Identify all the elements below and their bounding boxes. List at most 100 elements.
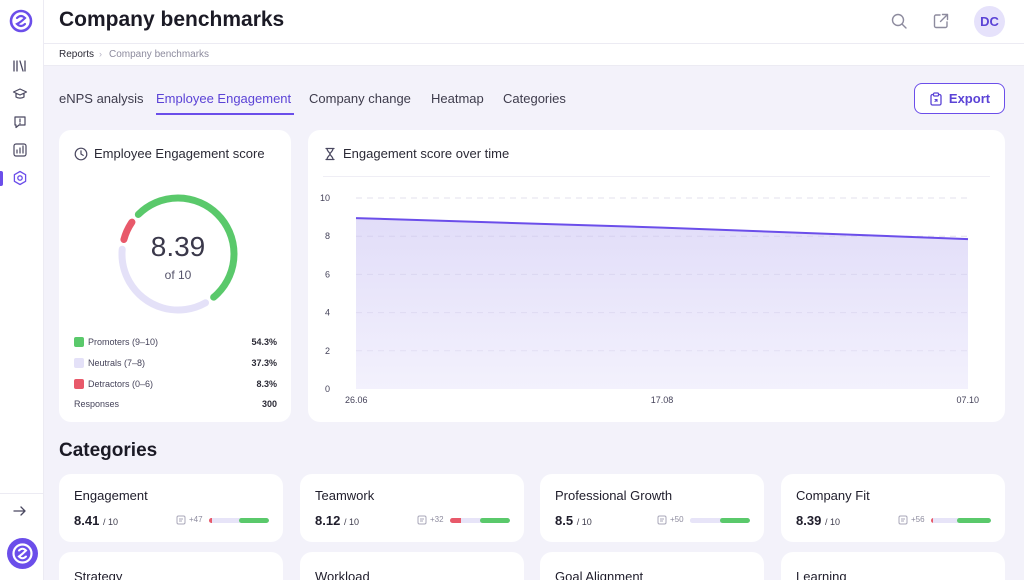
legend-promoters-label: Promoters (9–10) [88,337,159,347]
expand-arrow-icon[interactable] [12,503,28,519]
active-tab-underline [156,113,294,115]
category-name: Company Fit [796,488,870,503]
y-tick-label: 2 [325,346,330,356]
bar-segment-neutrals [460,518,480,523]
responses-icon [657,515,667,525]
category-score: 8.41 / 10 [74,513,118,528]
export-label: Export [948,91,991,106]
feedback-icon[interactable] [12,114,28,130]
breadcrumb-current: Company benchmarks [109,49,210,60]
app-logo-icon[interactable] [9,9,33,33]
category-score: 8.5 / 10 [555,513,592,528]
top-header: Company benchmarks DC [44,0,1024,44]
x-tick-label: 07.10 [956,395,979,405]
bar-segment-promoters [720,518,750,523]
x-tick-label: 26.06 [345,395,368,405]
bar-segment-detractors [209,518,212,523]
category-card-teamwork[interactable]: Teamwork 8.12 / 10 +32 [300,474,524,542]
category-score: 8.12 / 10 [315,513,359,528]
legend-neutrals-value: 37.3% [251,358,277,368]
benchmarks-icon[interactable] [12,170,28,186]
trend-card-divider [323,176,990,177]
gauge-neutrals-arc [118,194,238,314]
gauge-detractors-arc [118,194,238,314]
bar-segment-neutrals [933,518,958,523]
x-tick-label: 17.08 [651,395,674,405]
breadcrumb-reports[interactable]: Reports [59,49,95,60]
category-responses: +50 [670,515,684,524]
category-name: Engagement [74,488,148,503]
trend-card-title: Engagement score over time [343,146,510,161]
engagement-trend-chart: 10 8 6 4 2 0 26.06 17.08 07.10 [320,193,979,405]
sidebar [0,0,44,580]
y-tick-label: 10 [320,193,330,203]
category-score: 8.39 / 10 [796,513,840,528]
clipboard-export-icon [930,91,942,106]
tab-heatmap[interactable]: Heatmap [431,91,484,106]
category-distribution-bar [209,518,269,523]
sidebar-active-indicator [0,171,3,186]
legend-detractors-swatch [74,379,84,389]
categories-heading: Categories [59,440,158,461]
category-card-professional-growth[interactable]: Professional Growth 8.5 / 10 +50 [540,474,764,542]
y-tick-label: 4 [325,308,330,318]
breadcrumb: Reports › Company benchmarks [44,44,1024,66]
bar-segment-detractors [931,518,934,523]
legend-neutrals-label: Neutrals (7–8) [88,358,146,368]
category-name: Teamwork [315,488,375,503]
category-name: Goal Alignment [555,569,644,580]
engagement-score-card: Employee Engagement score [59,130,291,422]
gauge-of-label: of 10 [164,268,192,282]
category-card-learning[interactable]: Learning [781,552,1005,580]
engagement-gauge [118,194,238,314]
external-link-icon[interactable] [932,12,950,30]
tab-employee-engagement[interactable]: Employee Engagement [156,91,292,106]
legend-neutrals-swatch [74,358,84,368]
category-distribution-bar [931,518,991,523]
bar-segment-detractors [450,518,461,523]
category-card-goal-alignment[interactable]: Goal Alignment [540,552,764,580]
y-tick-label: 0 [325,384,330,394]
page-title: Company benchmarks [59,8,285,31]
workspace-logo-icon [12,543,33,564]
category-responses: +56 [911,515,925,524]
category-card-strategy[interactable]: Strategy [59,552,283,580]
responses-icon [417,515,427,525]
category-distribution-bar [690,518,750,523]
category-responses: +47 [189,515,203,524]
responses-label: Responses [74,399,120,409]
hourglass-icon [325,147,335,161]
series-line [355,217,969,241]
category-responses: +32 [430,515,444,524]
category-card-company-fit[interactable]: Company Fit 8.39 / 10 +56 [781,474,1005,542]
user-avatar[interactable]: DC [974,6,1005,37]
gauge-score-value: 8.39 [150,231,206,262]
analytics-icon[interactable] [12,142,28,158]
y-tick-label: 6 [325,269,330,279]
legend-detractors-label: Detractors (0–6) [88,379,154,389]
score-card-title: Employee Engagement score [94,146,265,161]
y-tick-label: 8 [325,231,330,241]
library-icon[interactable] [12,58,28,74]
search-icon[interactable] [890,12,908,30]
category-name: Strategy [74,569,123,580]
responses-icon [898,515,908,525]
responses-value: 300 [261,399,277,409]
tab-enps-analysis[interactable]: eNPS analysis [59,91,144,106]
graduation-cap-icon[interactable] [12,86,28,102]
clock-icon [74,147,88,161]
workspace-logo[interactable] [7,538,38,569]
gauge-promoters-arc [118,194,238,314]
legend-promoters-swatch [74,337,84,347]
tab-company-change[interactable]: Company change [309,91,411,106]
legend-detractors-value: 8.3% [256,379,277,389]
bar-segment-promoters [480,518,510,523]
breadcrumb-separator: › [99,49,102,59]
bar-segment-neutrals [212,518,239,523]
category-name: Workload [315,569,370,580]
tab-categories[interactable]: Categories [503,91,566,106]
category-distribution-bar [450,518,510,523]
category-card-engagement[interactable]: Engagement 8.41 / 10 +47 [59,474,283,542]
export-button[interactable]: Export [914,83,1005,114]
category-card-workload[interactable]: Workload [300,552,524,580]
